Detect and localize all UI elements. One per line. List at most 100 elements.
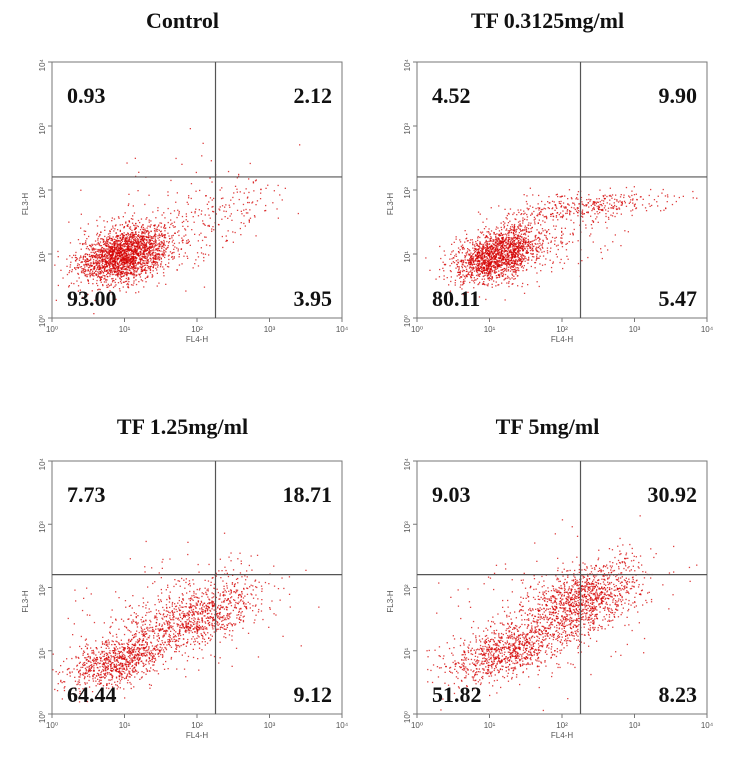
scatter-point [503, 257, 504, 258]
scatter-point [561, 206, 562, 207]
scatter-point [66, 259, 67, 260]
scatter-point [79, 679, 80, 680]
scatter-point [470, 253, 471, 254]
scatter-point [131, 218, 132, 219]
scatter-point [98, 249, 99, 250]
scatter-point [142, 240, 143, 241]
scatter-point [504, 226, 505, 227]
scatter-point [477, 265, 478, 266]
x-axis-label: FL4-H [186, 335, 208, 344]
scatter-point [485, 299, 486, 300]
scatter-point [136, 237, 137, 238]
scatter-point [238, 174, 239, 175]
scatter-point [112, 271, 113, 272]
scatter-point [154, 236, 155, 237]
scatter-point [97, 262, 98, 263]
scatter-point [511, 253, 512, 254]
scatter-point [536, 256, 537, 257]
scatter-point [506, 237, 507, 238]
scatter-point [148, 252, 149, 253]
scatter-point [467, 274, 468, 275]
scatter-point [147, 250, 148, 251]
scatter-point [461, 266, 462, 267]
scatter-point [164, 226, 165, 227]
scatter-point [605, 205, 606, 206]
scatter-point [536, 229, 537, 230]
scatter-point [102, 259, 103, 260]
scatter-point [111, 248, 112, 249]
scatter-point [186, 240, 187, 241]
scatter-point [515, 255, 516, 256]
scatter-point [467, 265, 468, 266]
scatter-point [522, 250, 523, 251]
scatter-point [107, 243, 108, 244]
scatter-point [157, 254, 158, 255]
scatter-point [158, 265, 159, 266]
scatter-point [233, 203, 234, 204]
scatter-point [537, 243, 538, 244]
scatter-point [567, 209, 568, 210]
scatter-point [149, 220, 150, 221]
scatter-point [522, 266, 523, 267]
scatter-point [495, 236, 496, 237]
scatter-point [577, 207, 578, 208]
scatter-point [460, 281, 461, 282]
scatter-point [496, 277, 497, 278]
scatter-point [477, 240, 478, 241]
scatter-point [510, 208, 511, 209]
scatter-point [562, 216, 563, 217]
scatter-point [95, 252, 96, 253]
scatter-point [104, 248, 105, 249]
scatter-point [114, 257, 115, 258]
scatter-point [130, 631, 131, 632]
scatter-point [155, 233, 156, 234]
scatter-point [106, 281, 107, 282]
scatter-point [463, 270, 464, 271]
scatter-point [566, 256, 567, 257]
scatter-point [556, 254, 557, 255]
scatter-point [455, 280, 456, 281]
scatter-point [573, 213, 574, 214]
scatter-point [100, 257, 101, 258]
scatter-point [528, 260, 529, 261]
scatter-point [612, 215, 613, 216]
scatter-point [552, 207, 553, 208]
scatter-point [140, 245, 141, 246]
scatter-point [76, 257, 77, 258]
scatter-point [588, 199, 589, 200]
scatter-point [444, 250, 445, 251]
scatter-point [92, 250, 93, 251]
scatter-point [191, 229, 192, 230]
scatter-point [210, 197, 211, 198]
scatter-point [546, 216, 547, 217]
scatter-point [490, 254, 491, 255]
scatter-point [143, 241, 144, 242]
scatter-point [598, 222, 599, 223]
scatter-point [114, 228, 115, 229]
scatter-point [122, 276, 123, 277]
scatter-point [112, 260, 113, 261]
scatter-point [614, 205, 615, 206]
scatter-point [272, 202, 273, 203]
scatter-point [156, 259, 157, 260]
scatter-point [503, 221, 504, 222]
scatter-point [508, 281, 509, 282]
scatter-point [105, 660, 106, 661]
scatter-point [70, 264, 71, 265]
scatter-point [529, 247, 530, 248]
scatter-point [74, 268, 75, 269]
scatter-point [196, 172, 197, 173]
scatter-point [536, 257, 537, 258]
scatter-point [515, 263, 516, 264]
scatter-point [122, 258, 123, 259]
scatter-point [222, 205, 223, 206]
scatter-point [257, 200, 258, 201]
scatter-point [106, 251, 107, 252]
scatter-point [92, 283, 93, 284]
scatter-point [572, 242, 573, 243]
scatter-point [101, 647, 102, 648]
scatter-point [498, 284, 499, 285]
scatter-point [143, 286, 144, 287]
scatter-point [536, 250, 537, 251]
scatter-point [135, 292, 136, 293]
